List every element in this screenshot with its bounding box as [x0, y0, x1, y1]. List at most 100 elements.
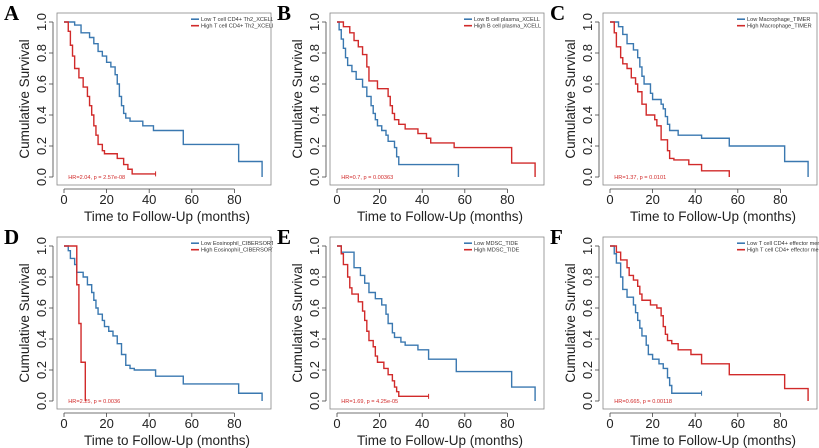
legend-label-low: Low T cell CD4+ Th2_XCELL	[201, 17, 273, 23]
hr-annotation: HR=2.25, p = 0.0036	[68, 399, 120, 405]
hr-annotation: HR=1.37, p = 0.0101	[614, 175, 666, 181]
x-axis-title: Time to Follow-Up (months)	[357, 209, 523, 224]
x-axis-title: Time to Follow-Up (months)	[630, 209, 796, 224]
y-tick-label: 0.8	[580, 268, 595, 286]
x-axis-title: Time to Follow-Up (months)	[84, 433, 250, 448]
y-tick-label: 0.2	[34, 137, 49, 155]
km-panel-e: E 0 20 40 60 80 Time to Follow-Up (months) 0.0 0…	[277, 225, 545, 448]
y-tick-label: 0.4	[307, 106, 322, 124]
legend-label-high: High MDSC_TIDE	[474, 248, 520, 254]
x-tick-label: 40	[688, 192, 702, 207]
y-tick-label: 0.4	[580, 106, 595, 124]
x-tick-label: 20	[645, 416, 659, 431]
y-tick-label: 0.6	[580, 75, 595, 93]
plot-frame	[56, 12, 272, 186]
y-tick-label: 0.8	[307, 44, 322, 62]
y-tick-label: 1.0	[307, 13, 322, 31]
y-tick-label: 0.8	[34, 44, 49, 62]
survival-curve-high	[337, 245, 429, 398]
x-axis-title: Time to Follow-Up (months)	[84, 209, 250, 224]
panel-label: E	[277, 225, 291, 249]
x-tick-label: 80	[500, 192, 514, 207]
legend-label-low: Low Eosinophil_CIBERSORT	[201, 241, 273, 247]
km-panel-c: C 0 20 40 60 80 Time to Follow-Up (months) 0.0 0…	[550, 1, 818, 224]
y-axis-title: Cumulative Survival	[563, 39, 578, 158]
x-tick-label: 60	[458, 416, 472, 431]
km-panel-b: B 0 20 40 60 80 Time to Follow-Up (months) 0.0 0…	[277, 1, 545, 224]
y-tick-label: 0.4	[307, 330, 322, 348]
y-tick-label: 0.0	[34, 392, 49, 410]
panel-label: B	[277, 1, 291, 25]
y-tick-label: 0.2	[580, 361, 595, 379]
y-tick-label: 1.0	[580, 237, 595, 255]
survival-curve-high	[610, 21, 730, 177]
survival-curve-high	[337, 21, 536, 177]
y-tick-label: 0.0	[307, 168, 322, 186]
survival-curve-low	[337, 245, 536, 401]
x-tick-label: 40	[415, 192, 429, 207]
y-tick-label: 1.0	[34, 237, 49, 255]
x-tick-label: 40	[688, 416, 702, 431]
plot-frame	[329, 12, 545, 186]
x-tick-label: 20	[372, 192, 386, 207]
y-axis-title: Cumulative Survival	[17, 39, 32, 158]
y-tick-label: 0.4	[580, 330, 595, 348]
x-tick-label: 0	[606, 416, 613, 431]
x-tick-label: 0	[60, 192, 67, 207]
x-tick-label: 80	[500, 416, 514, 431]
legend-label-low: Low B cell plasma_XCELL	[474, 17, 540, 23]
x-tick-label: 0	[606, 192, 613, 207]
hr-annotation: HR=1.69, p = 4.25e-05	[341, 399, 398, 405]
y-tick-label: 0.0	[580, 168, 595, 186]
y-axis-title: Cumulative Survival	[17, 263, 32, 382]
legend-label-high: High T cell CD4+ effector memory_XCELL	[747, 248, 819, 254]
y-tick-label: 1.0	[307, 237, 322, 255]
legend-label-low: Low MDSC_TIDE	[474, 241, 518, 247]
y-tick-label: 0.4	[34, 106, 49, 124]
panel-label: F	[550, 225, 563, 249]
y-tick-label: 0.2	[307, 361, 322, 379]
legend-label-low: Low Macrophage_TIMER	[747, 17, 810, 23]
y-tick-label: 0.6	[580, 299, 595, 317]
km-panel-d: D 0 20 40 60 80 Time to Follow-Up (months) 0.0 0…	[4, 225, 273, 448]
x-tick-label: 60	[731, 192, 745, 207]
y-axis-title: Cumulative Survival	[563, 263, 578, 382]
plot-frame	[602, 236, 818, 410]
y-tick-label: 0.2	[34, 361, 49, 379]
x-tick-label: 40	[142, 192, 156, 207]
x-tick-label: 0	[333, 416, 340, 431]
legend-label-low: Low T cell CD4+ effector memory_XCELL	[747, 241, 819, 247]
plot-frame	[602, 12, 818, 186]
panel-label: A	[4, 1, 20, 25]
hr-annotation: HR=2.04, p = 2.57e-08	[68, 175, 125, 181]
y-tick-label: 0.0	[580, 392, 595, 410]
x-tick-label: 60	[731, 416, 745, 431]
x-tick-label: 40	[415, 416, 429, 431]
survival-curve-low	[610, 21, 809, 177]
x-tick-label: 80	[773, 416, 787, 431]
y-tick-label: 0.6	[34, 75, 49, 93]
hr-annotation: HR=0.7, p = 0.00363	[341, 175, 393, 181]
plot-frame	[56, 236, 272, 410]
legend-label-high: High T cell CD4+ Th2_XCELL	[201, 24, 273, 30]
x-tick-label: 60	[458, 192, 472, 207]
x-tick-label: 0	[60, 416, 67, 431]
y-tick-label: 0.2	[307, 137, 322, 155]
y-tick-label: 0.8	[34, 268, 49, 286]
x-tick-label: 80	[227, 192, 241, 207]
y-tick-label: 0.8	[580, 44, 595, 62]
y-axis-title: Cumulative Survival	[290, 39, 305, 158]
x-tick-label: 60	[185, 192, 199, 207]
x-tick-label: 20	[99, 192, 113, 207]
y-tick-label: 0.6	[307, 75, 322, 93]
y-tick-label: 0.8	[307, 268, 322, 286]
x-tick-label: 60	[185, 416, 199, 431]
legend-label-high: High Macrophage_TIMER	[747, 24, 812, 30]
legend-label-high: High Eosinophil_CIBERSORT	[201, 248, 273, 254]
plot-frame	[329, 236, 545, 410]
y-tick-label: 1.0	[34, 13, 49, 31]
x-tick-label: 80	[227, 416, 241, 431]
survival-curve-low	[337, 21, 460, 177]
survival-curve-low	[64, 21, 263, 177]
